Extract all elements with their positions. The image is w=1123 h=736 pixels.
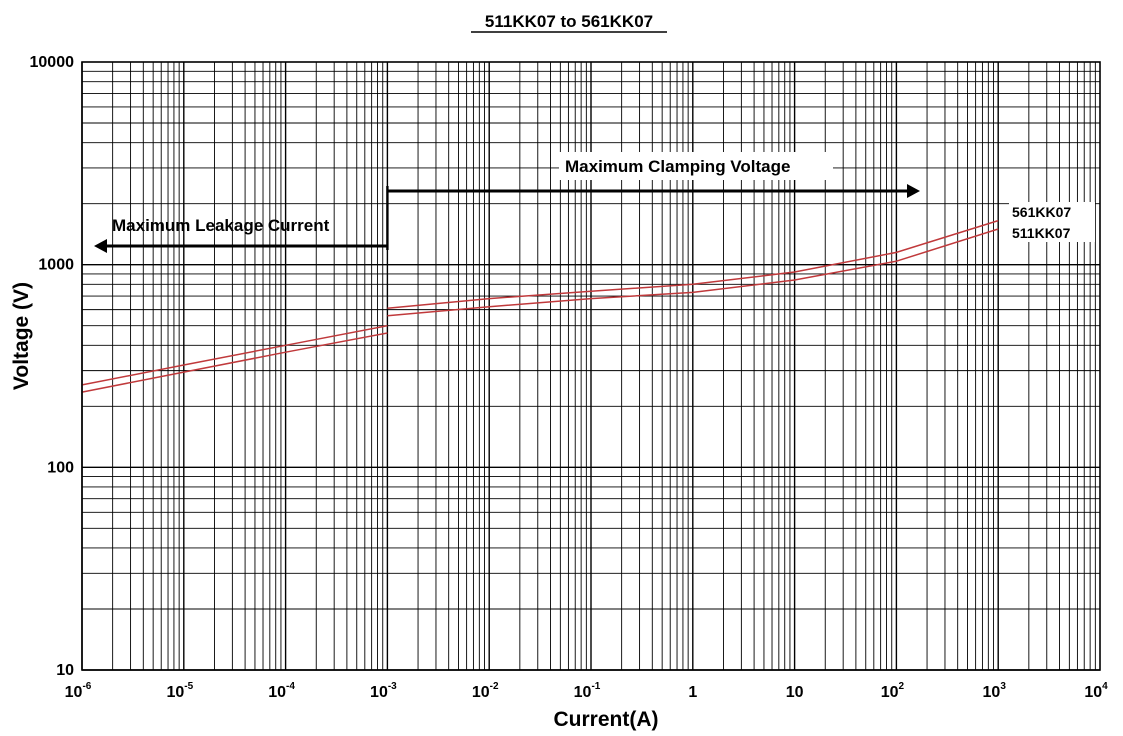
- x-tick-label: 10-5: [166, 681, 193, 701]
- series-line-511KK07: [387, 228, 999, 317]
- x-tick-label: 10-4: [268, 681, 295, 701]
- y-tick-label: 1000: [38, 257, 74, 274]
- series-labels-backdrop: [1009, 202, 1095, 242]
- x-tick-label: 102: [881, 681, 905, 701]
- plot-frame: [81, 61, 1101, 671]
- x-tick-label: 10: [786, 684, 804, 701]
- chart-title: 511KK07 to 561KK07: [485, 12, 653, 31]
- series-line-511KK07: [81, 332, 388, 393]
- series-layer: [81, 219, 999, 393]
- annotation-leakage: Maximum Leakage Current: [112, 216, 330, 235]
- x-tick-labels: 10-6 10-5 10-4 10-3 10-2 10-1 1 10 102 103 104: [65, 681, 1108, 701]
- arrowhead-right-icon: [907, 184, 920, 198]
- y-axis-title: Voltage (V): [10, 282, 33, 390]
- y-tick-label: 100: [47, 459, 74, 476]
- x-tick-label: 10-2: [472, 681, 499, 701]
- series-label-511KK07: 511KK07: [1012, 225, 1071, 241]
- x-axis-title: Current(A): [554, 708, 659, 731]
- x-tick-label: 1: [688, 684, 697, 701]
- series-line-561KK07: [387, 219, 999, 309]
- x-tick-label: 103: [983, 681, 1007, 701]
- x-tick-label: 10-1: [574, 681, 601, 701]
- annotation-clamping: Maximum Clamping Voltage: [565, 157, 790, 176]
- y-tick-label: 10: [56, 662, 74, 679]
- y-tick-label: 10000: [30, 54, 75, 71]
- y-tick-labels: 10 100 1000 10000: [30, 54, 75, 679]
- series-labels: 561KK07 511KK07: [1009, 202, 1095, 242]
- series-line-561KK07: [81, 324, 388, 386]
- x-tick-label: 10-3: [370, 681, 397, 701]
- x-tick-label: 104: [1084, 681, 1108, 701]
- x-tick-label: 10-6: [65, 681, 92, 701]
- arrowhead-left-icon: [94, 239, 107, 253]
- series-label-561KK07: 561KK07: [1012, 204, 1071, 220]
- annotations: Maximum Leakage Current Maximum Clamping …: [94, 152, 920, 253]
- annotation-clamping-backdrop: [559, 152, 833, 180]
